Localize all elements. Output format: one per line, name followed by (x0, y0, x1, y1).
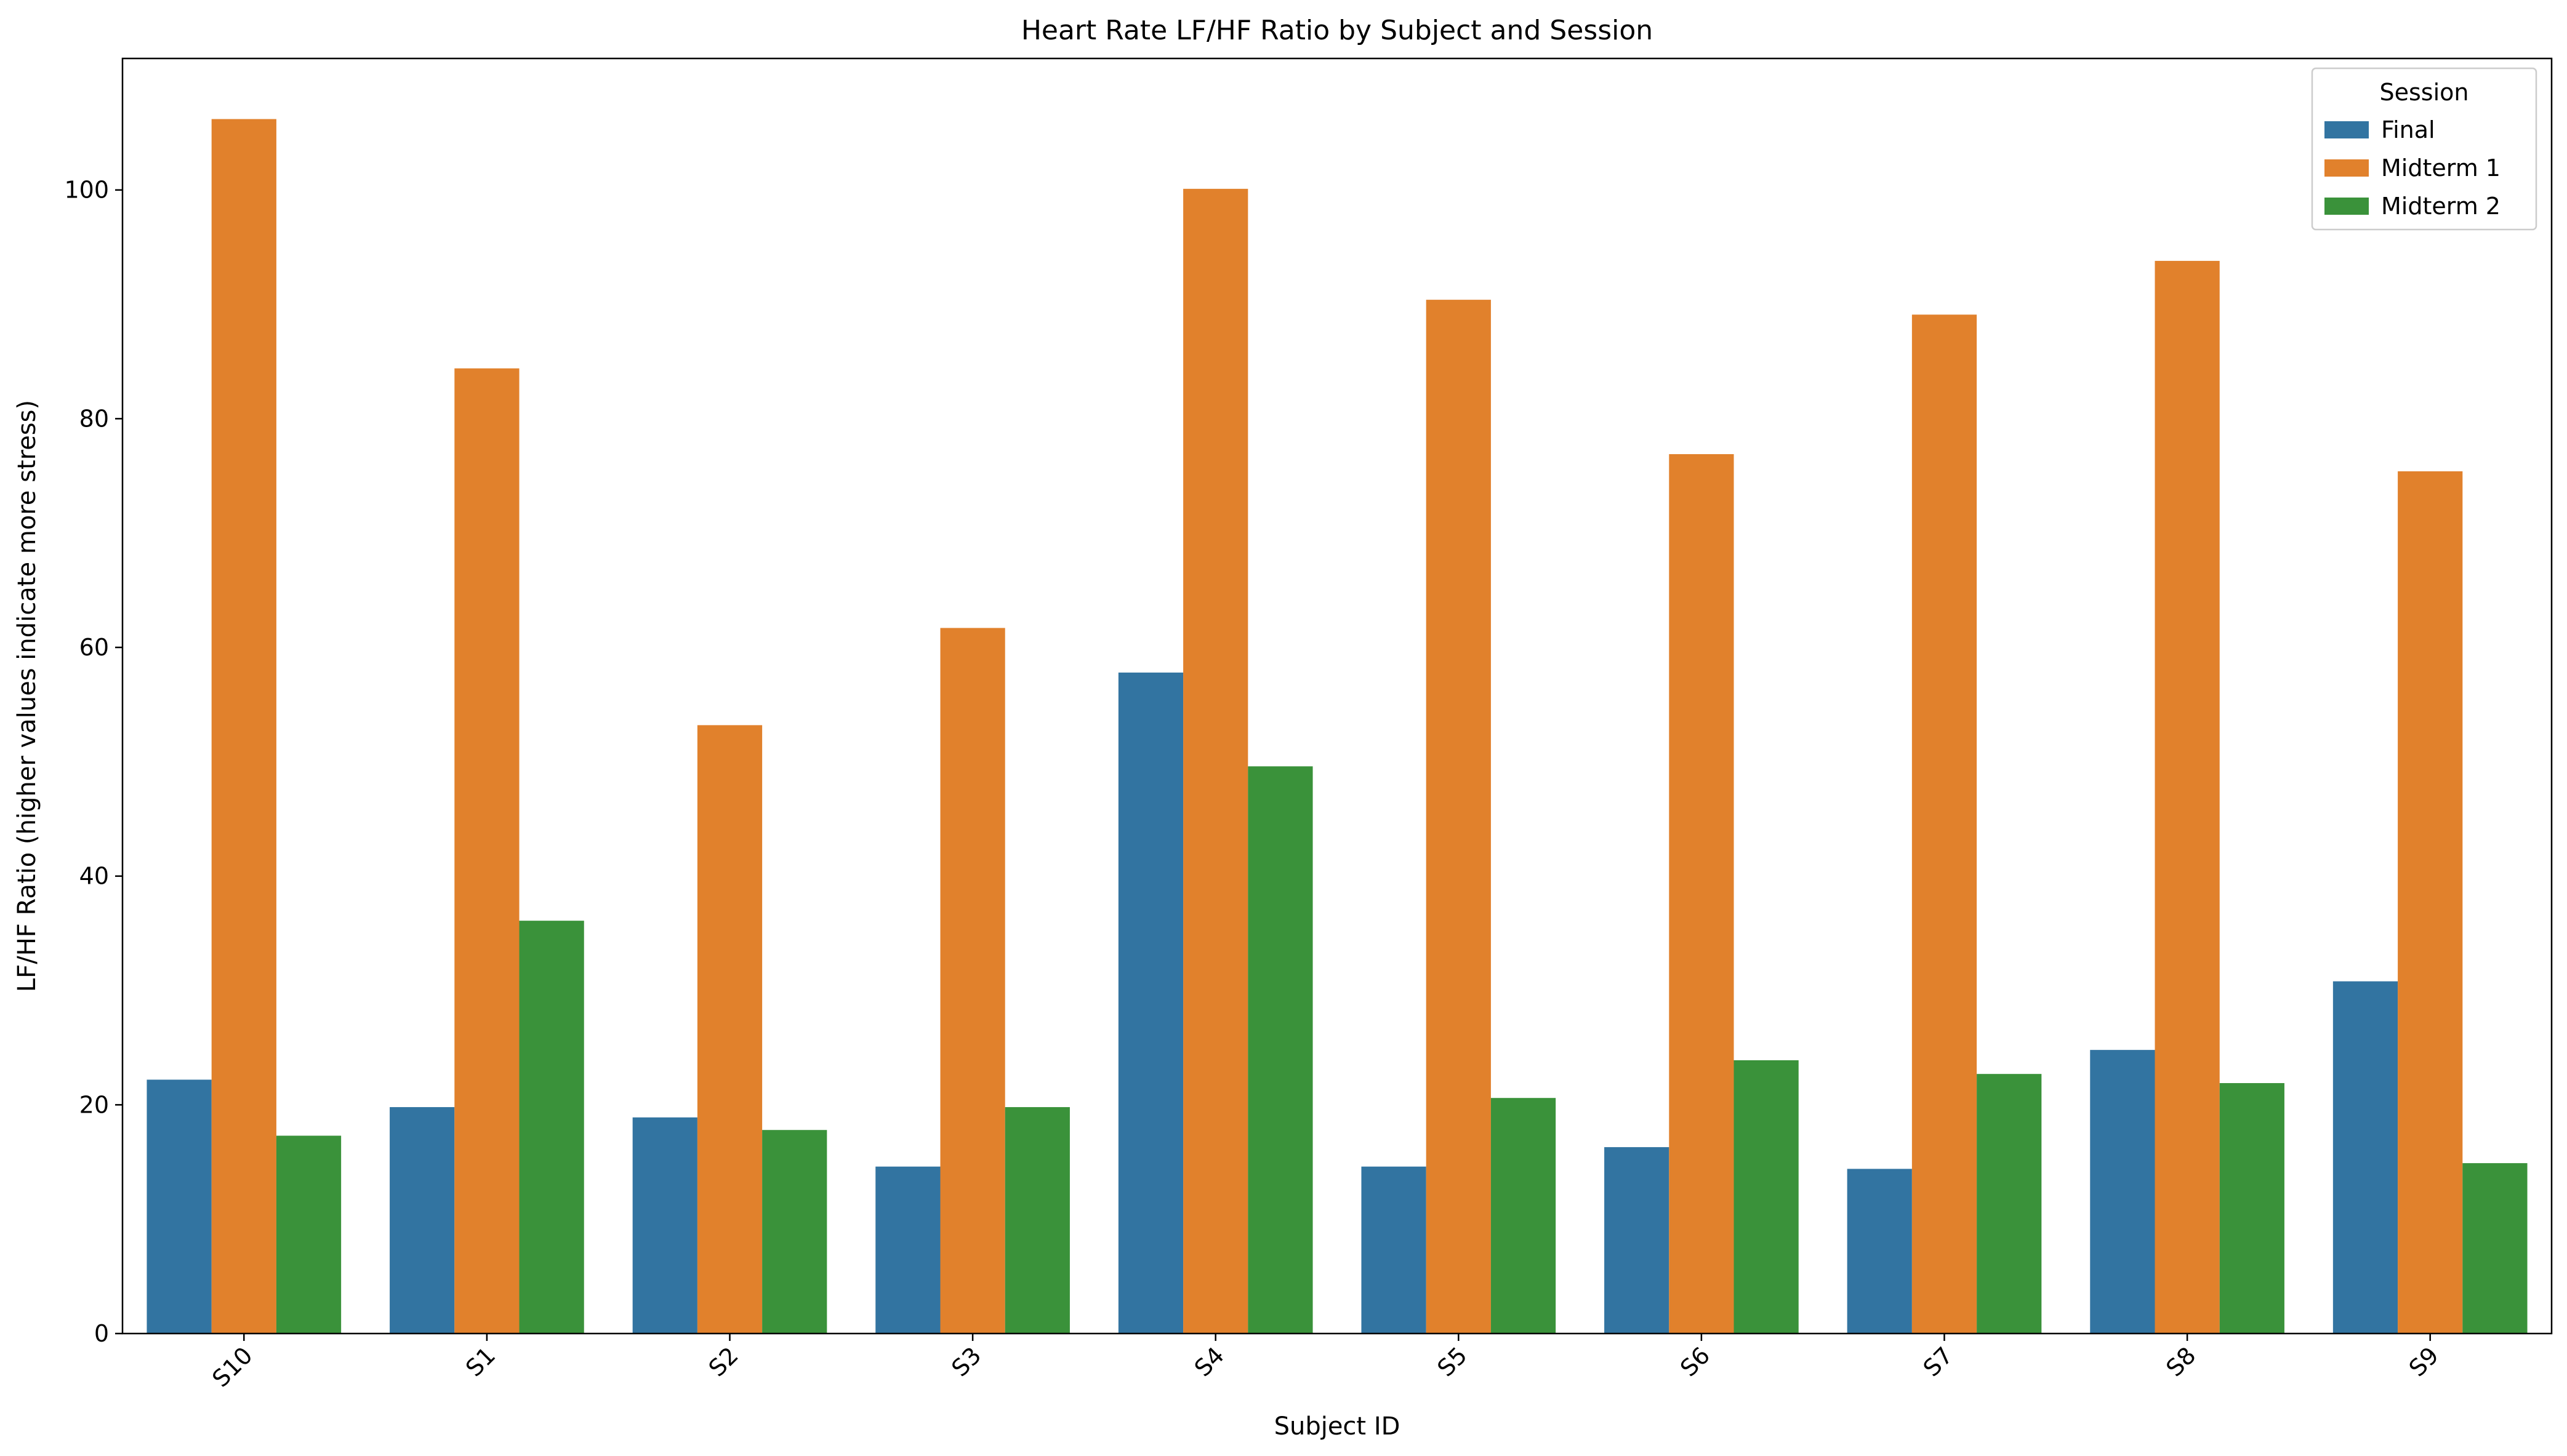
x-tick-label: S3 (946, 1342, 986, 1382)
bar-s5-midterm-1 (1426, 300, 1491, 1334)
chart-title: Heart Rate LF/HF Ratio by Subject and Se… (1021, 15, 1653, 46)
x-tick-label: S5 (1432, 1342, 1472, 1382)
bar-s8-midterm-1 (2155, 260, 2220, 1334)
legend-label: Final (2381, 116, 2435, 143)
x-axis: S10 S1 S2 S3 S4 S5 S6 S7 S8 S9 (207, 1334, 2444, 1393)
y-tick-label: 60 (79, 634, 109, 661)
y-tick-label: 100 (64, 177, 109, 204)
plot-frame (121, 57, 2553, 1335)
bar-s5-final (1361, 1166, 1426, 1334)
bar-s7-midterm-2 (1977, 1074, 2042, 1334)
bar-s5-midterm-2 (1490, 1098, 1556, 1334)
bar-s10-midterm-2 (276, 1135, 342, 1334)
bar-s1-midterm-1 (454, 368, 520, 1334)
bar-s4-final (1118, 672, 1184, 1334)
x-axis-label: Subject ID (1274, 1412, 1400, 1441)
bar-s2-midterm-2 (762, 1130, 827, 1334)
bar-s9-midterm-1 (2398, 471, 2463, 1334)
bar-s4-midterm-1 (1183, 188, 1248, 1334)
x-tick-label: S4 (1189, 1342, 1229, 1382)
bar-s4-midterm-2 (1248, 766, 1313, 1334)
legend-swatch-final (2324, 121, 2369, 138)
bar-s6-midterm-1 (1669, 454, 1734, 1334)
y-tick-label: 20 (79, 1091, 109, 1118)
y-tick-label: 0 (94, 1320, 109, 1347)
legend-swatch-midterm-2 (2324, 198, 2369, 215)
y-axis-label: LF/HF Ratio (higher values indicate more… (13, 400, 41, 992)
bar-s1-midterm-2 (519, 921, 584, 1334)
bar-s8-final (2090, 1050, 2155, 1334)
bar-s10-midterm-1 (211, 119, 276, 1334)
bar-s1-final (390, 1107, 455, 1334)
bar-s3-final (875, 1166, 941, 1334)
x-tick-label: S7 (1918, 1342, 1958, 1382)
bar-s7-midterm-1 (1911, 314, 1977, 1334)
bar-s6-midterm-2 (1733, 1060, 1799, 1334)
y-tick-label: 40 (79, 863, 109, 890)
bar-s3-midterm-2 (1005, 1107, 1070, 1334)
legend-title: Session (2380, 79, 2469, 106)
bar-s9-final (2332, 981, 2398, 1334)
legend: Session Final Midterm 1 Midterm 2 (2311, 67, 2537, 231)
x-tick-label: S6 (1675, 1342, 1715, 1382)
x-tick-label: S8 (2161, 1342, 2201, 1382)
legend-box (2311, 67, 2537, 231)
x-tick-label: S9 (2404, 1342, 2444, 1382)
bar-s2-final (632, 1117, 697, 1334)
x-tick-label: S2 (704, 1342, 744, 1382)
bar-s10-final (147, 1079, 212, 1334)
y-tick-label: 80 (79, 405, 109, 432)
legend-label: Midterm 2 (2381, 193, 2501, 220)
bar-s2-midterm-1 (697, 725, 763, 1334)
bars-layer (147, 119, 2528, 1334)
x-tick-label: S10 (207, 1342, 257, 1392)
bar-s3-midterm-1 (940, 628, 1005, 1334)
bar-s9-midterm-2 (2462, 1163, 2528, 1334)
legend-swatch-midterm-1 (2324, 159, 2369, 177)
bar-s7-final (1847, 1169, 1912, 1334)
x-tick-label: S1 (460, 1342, 500, 1382)
legend-label: Midterm 1 (2381, 154, 2501, 182)
bar-s6-final (1604, 1147, 1669, 1334)
y-axis: 0 20 40 60 80 100 (64, 177, 123, 1347)
bar-s8-midterm-2 (2219, 1083, 2284, 1334)
